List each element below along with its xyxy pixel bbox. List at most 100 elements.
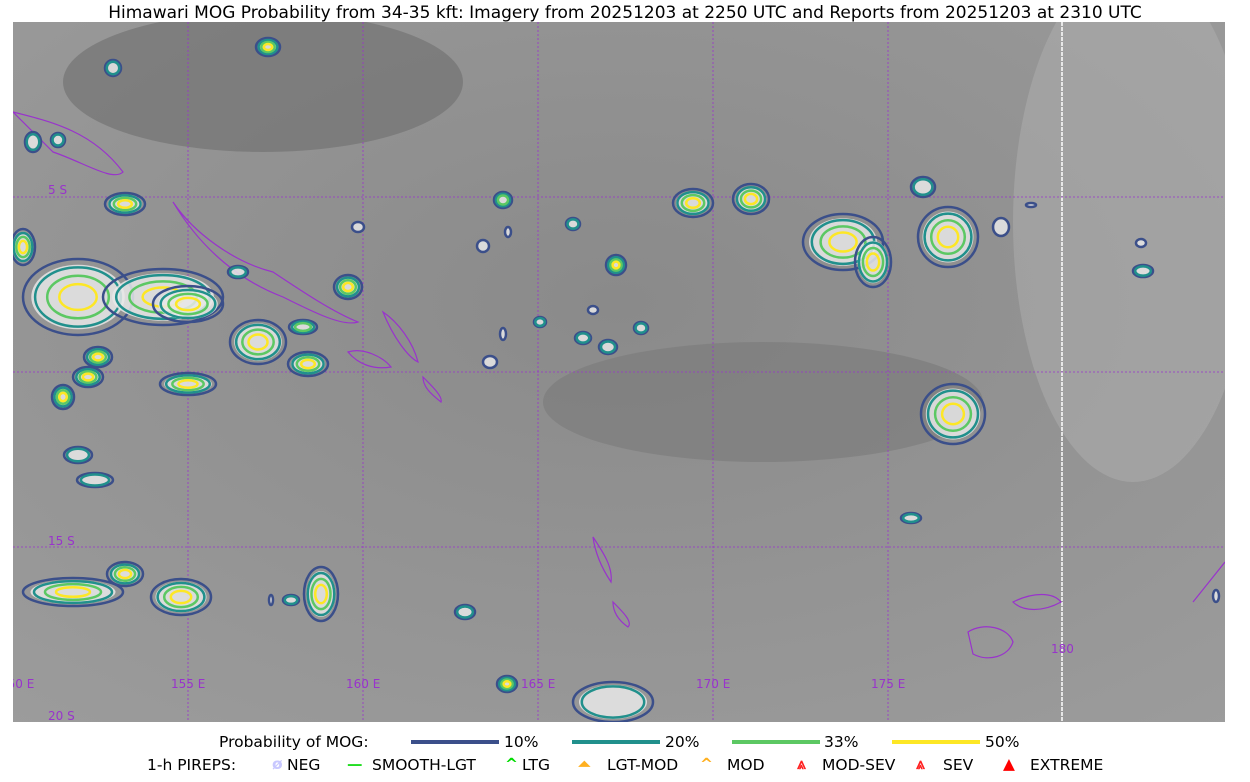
contour-20pct — [79, 473, 111, 487]
contour-cluster — [267, 593, 275, 607]
contour-cluster — [532, 315, 548, 329]
contour-10pct — [475, 238, 491, 254]
contour-cluster — [564, 216, 582, 232]
grid-label: 15 S — [48, 534, 75, 548]
contour-50pct — [247, 333, 269, 351]
coastline — [381, 310, 419, 364]
contour-10pct — [909, 175, 937, 199]
contour-33pct — [819, 225, 867, 259]
contour-10pct — [597, 338, 619, 356]
contour-10pct — [853, 235, 893, 289]
contour-10pct — [103, 58, 123, 78]
contour-33pct — [861, 246, 885, 278]
contour-33pct — [45, 274, 111, 320]
contour-33pct — [162, 585, 200, 609]
neg-icon: ø — [272, 755, 283, 773]
contour-cluster — [105, 560, 145, 588]
contour-cluster — [50, 383, 76, 411]
contour-10pct — [573, 330, 593, 346]
contour-10pct — [453, 603, 477, 621]
contour-50pct — [865, 252, 881, 272]
contour-10pct — [82, 345, 114, 369]
contour-50pct — [169, 589, 193, 605]
contour-10pct — [503, 225, 513, 239]
contour-cluster — [23, 130, 43, 154]
contour-cluster — [1134, 237, 1148, 249]
contour-50pct — [828, 231, 858, 253]
contour-20pct — [599, 340, 617, 354]
legend-swatch-1 — [572, 740, 660, 744]
contour-cluster — [1131, 263, 1155, 279]
contour-33pct — [113, 566, 137, 582]
contour-10pct — [267, 593, 275, 607]
contour-10pct — [495, 674, 519, 694]
coastline — [13, 111, 124, 176]
contour-20pct — [25, 132, 41, 152]
contour-cluster — [492, 190, 514, 210]
contour-50pct — [81, 372, 95, 382]
contour-10pct — [50, 383, 76, 411]
contour-cluster — [597, 338, 619, 356]
contour-cluster — [149, 577, 213, 617]
contour-50pct — [262, 42, 274, 52]
contour-50pct — [174, 296, 202, 312]
contour-cluster — [671, 187, 715, 219]
contour-50pct — [313, 583, 329, 605]
contour-50pct — [743, 192, 759, 206]
contour-20pct — [494, 192, 512, 208]
legend-level-label: 10% — [504, 733, 539, 751]
contour-10pct — [1131, 263, 1155, 279]
contour-50pct — [299, 358, 317, 370]
contour-cluster — [71, 365, 105, 389]
contour-10pct — [731, 182, 771, 216]
contour-20pct — [156, 581, 206, 613]
contour-10pct — [492, 190, 514, 210]
legend-level-label: 20% — [665, 733, 700, 751]
contour-10pct — [632, 320, 650, 336]
contour-20pct — [566, 218, 580, 230]
contour-10pct — [23, 130, 43, 154]
coastline — [1011, 593, 1062, 611]
satellite-map: 5 S 15 S 20 S 150 E 155 E 160 E 165 E 170 E 175 … — [13, 22, 1225, 722]
lat-lon-grid — [13, 22, 1225, 722]
double-caret-bar-icon: ⩓ — [797, 755, 806, 773]
contour-cluster — [75, 471, 115, 489]
contour-10pct — [916, 205, 980, 269]
contour-20pct — [606, 255, 626, 275]
contour-20pct — [51, 133, 65, 147]
contour-20pct — [257, 38, 279, 56]
contour-33pct — [55, 389, 71, 405]
legend-level-label: 33% — [824, 733, 859, 751]
contour-cluster — [1211, 588, 1221, 604]
contour-cluster — [632, 320, 650, 336]
contour-20pct — [283, 594, 299, 606]
contour-33pct — [260, 40, 276, 54]
contour-50pct — [177, 379, 199, 389]
legend-level-label: 50% — [985, 733, 1020, 751]
contour-10pct — [564, 216, 582, 232]
contour-33pct — [43, 582, 103, 602]
contour-50pct — [17, 239, 29, 255]
contour-20pct — [1133, 265, 1153, 277]
contour-20pct — [335, 276, 361, 298]
contour-50pct — [936, 225, 960, 249]
contour-10pct — [228, 318, 288, 366]
contour-cluster — [586, 304, 600, 316]
contour-cluster — [287, 318, 319, 336]
contour-cluster — [909, 175, 937, 199]
contour-10pct — [13, 227, 37, 267]
contour-33pct — [338, 279, 358, 295]
contour-20pct — [159, 288, 217, 320]
contour-20pct — [580, 685, 646, 719]
contour-20pct — [228, 266, 248, 278]
contour-33pct — [609, 258, 623, 272]
coastline — [422, 375, 442, 403]
contour-33pct — [167, 292, 209, 316]
contour-10pct — [671, 187, 715, 219]
contour-cluster — [495, 674, 519, 694]
pirep-legend-label: NEG — [287, 756, 321, 774]
contour-cluster — [21, 576, 125, 608]
contour-10pct — [158, 371, 218, 397]
contour-cluster — [919, 382, 987, 446]
contour-cluster — [573, 330, 593, 346]
